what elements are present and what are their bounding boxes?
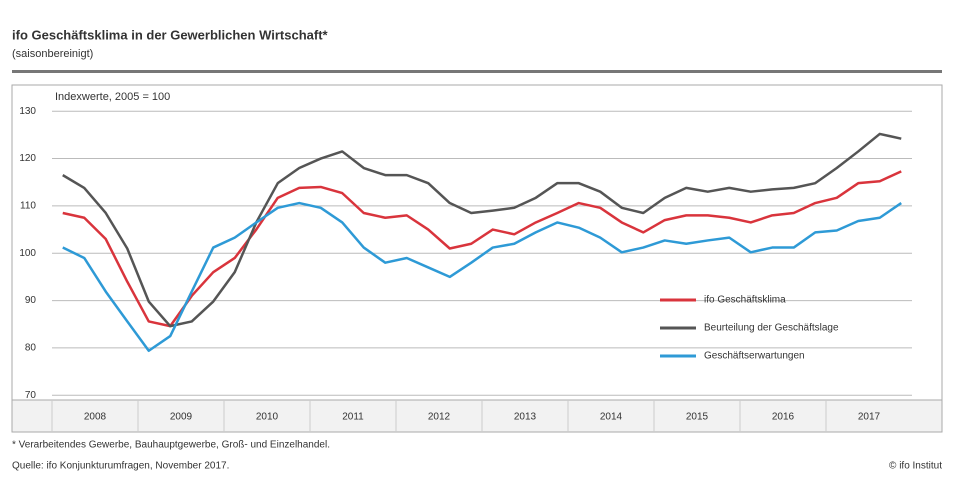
series-line [62,170,902,328]
chart-subtitle: (saisonbereinigt) [12,48,93,60]
legend-label: Beurteilung der Geschäftslage [704,323,839,334]
credit: © ifo Institut [889,461,942,472]
header-rule [12,70,942,73]
y-tick-label: 130 [19,106,36,117]
y-tick-label: 70 [25,390,37,401]
source: Quelle: ifo Konjunkturumfragen, November… [12,461,229,472]
legend-label: Geschäftserwartungen [704,351,805,362]
y-tick-label: 110 [20,201,36,212]
chart-title: ifo Geschäftsklima in der Gewerblichen W… [12,27,329,42]
x-axis-band [11,399,943,433]
x-tick-label: 2016 [772,412,795,423]
annotation: Indexwerte, 2005 = 100 [55,91,170,103]
y-tick-label: 100 [19,248,36,259]
x-tick-label: 2010 [256,412,279,423]
y-tick-label: 120 [19,153,36,164]
y-tick-label: 80 [25,343,37,354]
x-tick-label: 2017 [858,412,881,423]
legend-label: ifo Geschäftsklima [704,295,786,306]
series-line [62,201,902,353]
x-tick-label: 2011 [342,412,364,423]
x-tick-label: 2008 [84,412,107,423]
series-line [62,132,902,328]
footnote: * Verarbeitendes Gewerbe, Bauhauptgewerb… [12,440,330,451]
x-tick-label: 2015 [686,412,709,423]
y-tick-label: 90 [25,295,37,306]
x-tick-label: 2009 [170,412,193,423]
x-tick-label: 2013 [514,412,537,423]
x-tick-label: 2014 [600,412,623,423]
x-tick-label: 2012 [428,412,451,423]
